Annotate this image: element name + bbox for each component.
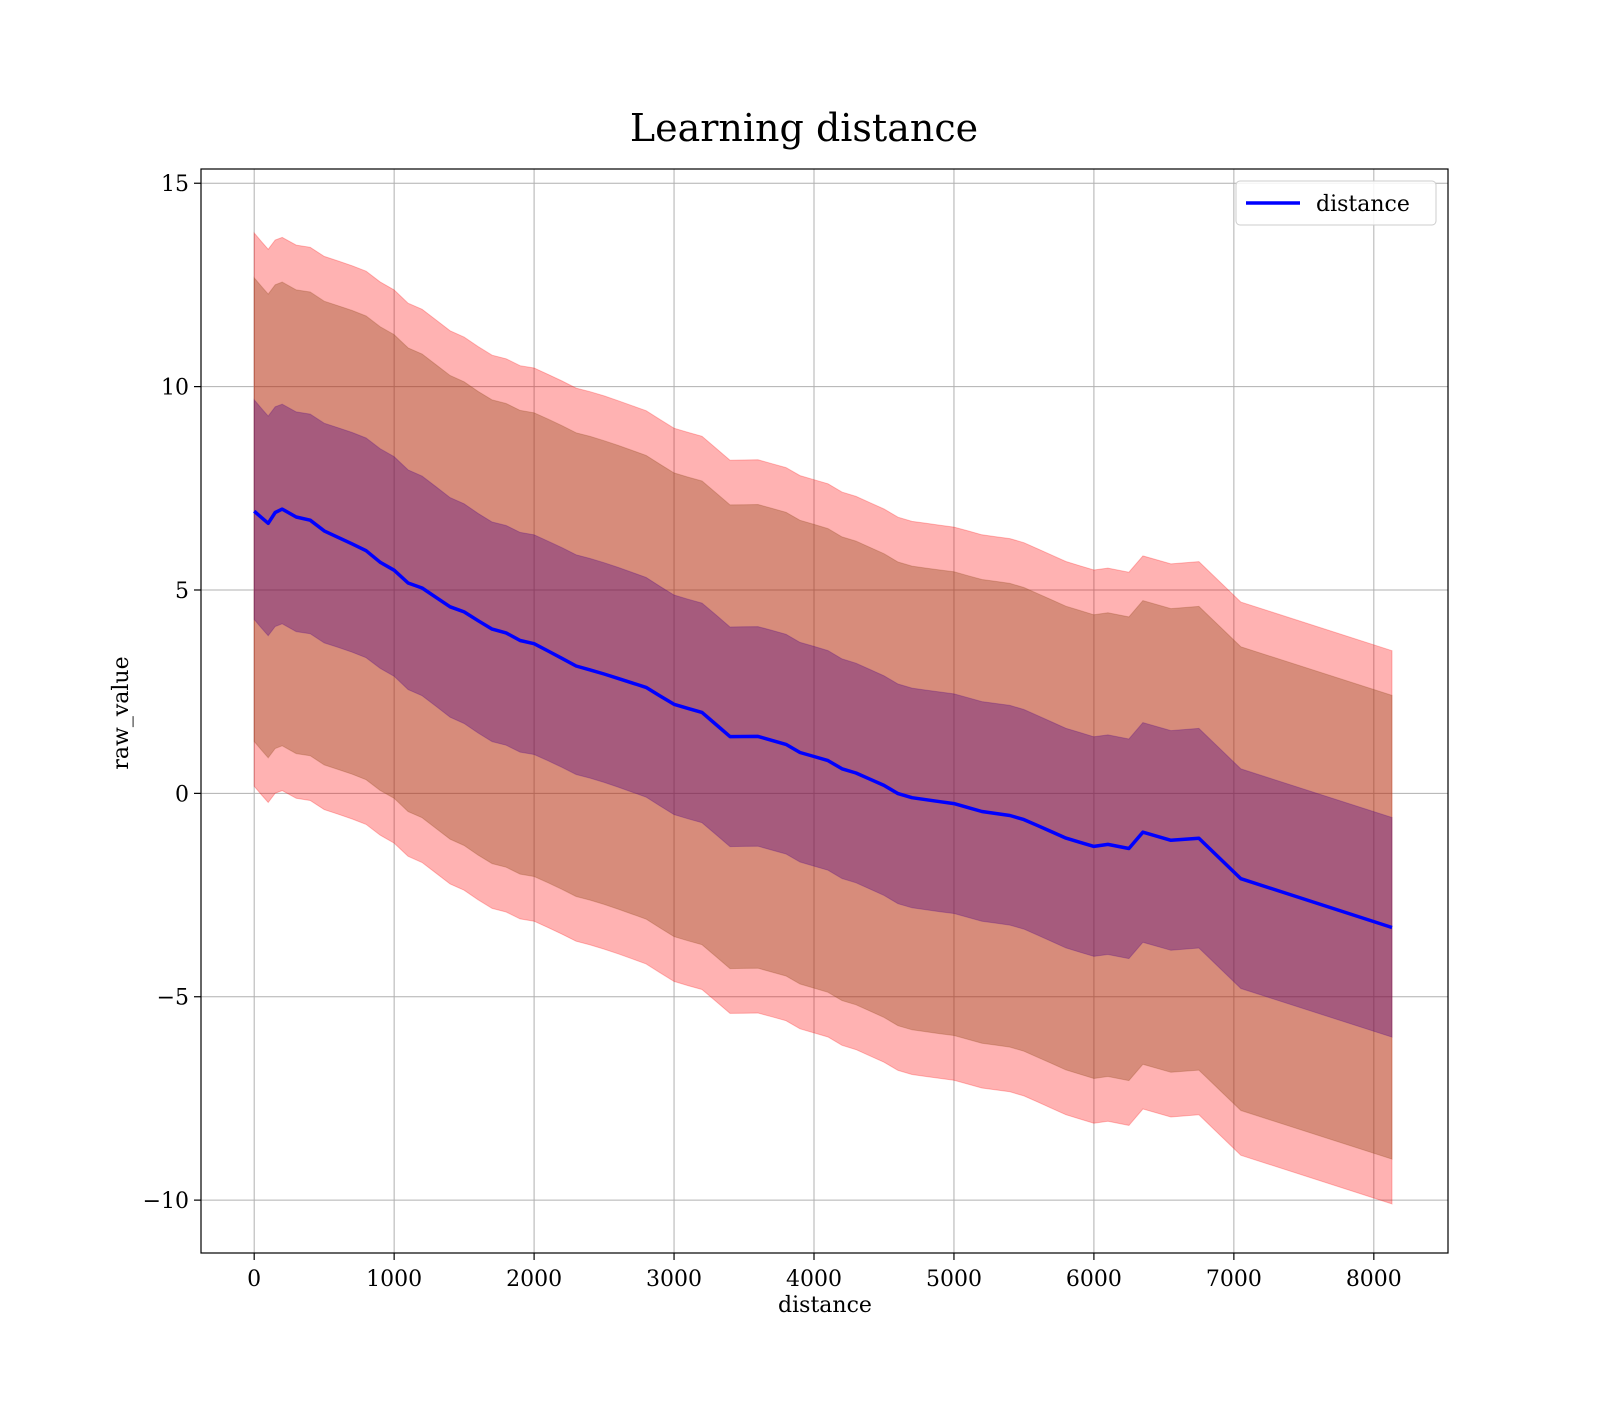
confidence-band-2 <box>253 276 1393 1160</box>
confidence-band-1 <box>253 231 1393 1205</box>
y-tick-label: −5 <box>157 986 189 1011</box>
y-tick-label: 5 <box>175 579 189 604</box>
legend-box <box>1235 180 1437 226</box>
y-axis-label: raw_value <box>109 656 134 769</box>
chart-title: Learning distance <box>630 106 978 150</box>
x-tick-label: 7000 <box>1206 1267 1262 1292</box>
axis-ticks: 0 1000 2000 3000 4000 5000 6000 7000 8000 −10 −5 0 5… <box>143 172 1402 1292</box>
y-tick-label: −10 <box>143 1189 189 1214</box>
y-tick-label: 10 <box>161 376 189 401</box>
confidence-band-3 <box>253 398 1393 1038</box>
grid-lines <box>201 169 1448 1253</box>
legend-label-distance: distance <box>1316 192 1410 217</box>
y-tick-label: 15 <box>161 172 189 197</box>
x-tick-label: 3000 <box>646 1267 702 1292</box>
x-tick-label: 0 <box>247 1267 261 1292</box>
plot-area: 0 1000 2000 3000 4000 5000 6000 7000 8000 −10 −5 0 5… <box>143 168 1449 1292</box>
x-axis-label: distance <box>778 1293 872 1318</box>
x-tick-label: 4000 <box>786 1267 842 1292</box>
legend: distance <box>1235 180 1437 226</box>
x-tick-label: 8000 <box>1346 1267 1402 1292</box>
x-tick-label: 2000 <box>506 1267 562 1292</box>
series-line-distance <box>253 507 1393 930</box>
axes-frame <box>200 168 1449 1254</box>
x-tick-label: 1000 <box>366 1267 422 1292</box>
plot-series-group <box>253 231 1393 1205</box>
x-tick-label: 5000 <box>926 1267 982 1292</box>
x-tick-label: 6000 <box>1066 1267 1122 1292</box>
y-tick-label: 0 <box>175 782 189 807</box>
